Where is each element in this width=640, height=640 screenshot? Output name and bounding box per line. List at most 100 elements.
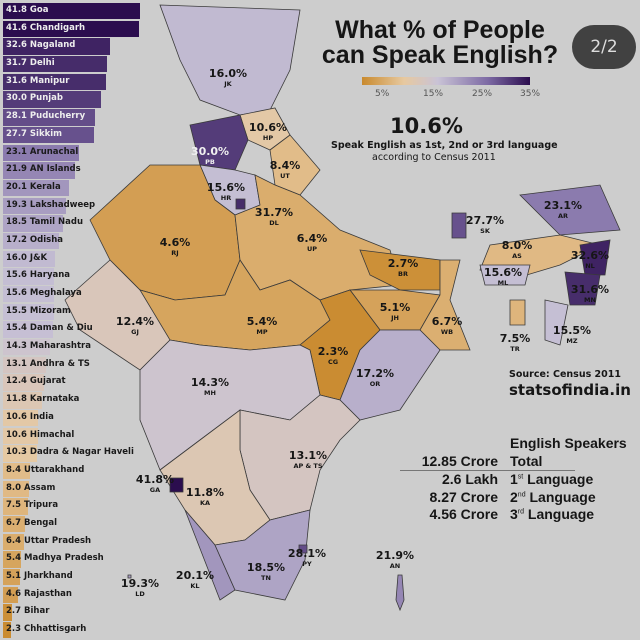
- state-label-ml: 15.6% ML: [484, 267, 522, 289]
- state-value: 41.8%: [135, 473, 175, 486]
- ranking-bar: 32.6 Nagaland: [3, 38, 173, 55]
- state-value: 31.6%: [570, 283, 610, 296]
- state-code: AN: [389, 562, 401, 570]
- state-label-an: 21.9% AN: [376, 550, 414, 572]
- ranking-bar-label: 23.1 Arunachal: [6, 146, 79, 157]
- state-label-mz: 15.5% MZ: [553, 325, 591, 347]
- ranking-bar-fill: [3, 622, 11, 639]
- state-label-rj: 4.6% RJ: [160, 237, 191, 259]
- state-value: 2.3%: [317, 345, 349, 358]
- state-code: AP & TS: [293, 462, 323, 470]
- state-code: BR: [398, 270, 408, 278]
- ranking-bar-label: 4.6 Rajasthan: [6, 588, 72, 599]
- state-value: 8.4%: [269, 159, 301, 172]
- state-code: HP: [262, 134, 274, 142]
- source-text: Source: Census 2011: [509, 369, 621, 380]
- ranking-bar-label: 31.6 Manipur: [6, 75, 70, 86]
- ranking-bar-fill: [3, 3, 140, 20]
- ranking-bar-fill: [3, 356, 46, 374]
- state-label-or: 17.2% OR: [356, 368, 394, 390]
- ranking-bar-fill: [3, 374, 44, 391]
- state-label-gj: 12.4% GJ: [116, 316, 154, 338]
- stats-row: 2.6 Lakh 1st Language: [400, 471, 627, 489]
- state-label-jk: 16.0% JK: [209, 68, 247, 90]
- ranking-bar: 23.1 Arunachal: [3, 144, 173, 161]
- state-label-ar: 23.1% AR: [544, 200, 582, 222]
- ranking-bar: 15.6 Meghalaya: [3, 286, 173, 303]
- state-pb: [189, 114, 249, 171]
- state-code: HR: [220, 194, 232, 202]
- ranking-bar-fill: [3, 533, 24, 551]
- page-title: What % of People can Speak English?: [318, 18, 562, 68]
- ranking-bar-label: 7.5 Tripura: [6, 500, 59, 511]
- ranking-bar: 15.6 Haryana: [3, 268, 173, 285]
- ranking-bar-fill: [3, 197, 67, 214]
- ranking-bar: 20.1 Kerala: [3, 179, 173, 197]
- ranking-bar-label: 13.1 Andhra & TS: [6, 358, 90, 369]
- ranking-bar-label: 16.0 J&K: [6, 252, 48, 263]
- ranking-bar: 11.8 Karnataka: [3, 392, 173, 409]
- state-value: 10.6%: [248, 121, 288, 134]
- ranking-bar: 28.1 Puducherry: [3, 109, 173, 126]
- state-mn: [564, 271, 601, 306]
- stats-amount: 4.56 Crore: [429, 506, 498, 522]
- ranking-bar: 8.4 Uttarakhand: [3, 462, 173, 480]
- stats-label: 1st Language: [510, 471, 594, 487]
- ranking-bar-label: 17.2 Odisha: [6, 234, 64, 245]
- ranking-bar-label: 15.6 Haryana: [6, 270, 71, 281]
- ranking-bar-fill: [3, 73, 107, 91]
- state-value: 5.4%: [246, 315, 278, 328]
- state-value: 6.4%: [296, 232, 328, 245]
- stats-label: 2nd Language: [510, 488, 596, 505]
- state-an: [395, 574, 405, 612]
- legend-tick: 25%: [472, 89, 493, 99]
- state-code: KA: [199, 499, 211, 507]
- state-value: 6.7%: [431, 315, 463, 328]
- ranking-bar-fill: [3, 427, 38, 444]
- state-code: JK: [224, 80, 232, 88]
- stats-amount: 2.6 Lakh: [441, 471, 498, 487]
- ranking-bar-fill: [3, 38, 110, 55]
- ranking-bar-label: 5.4 Madhya Pradesh: [6, 553, 104, 564]
- state-value: 21.9%: [375, 549, 415, 562]
- state-code: LD: [135, 590, 145, 598]
- state-code: WB: [440, 328, 454, 336]
- ranking-bar-fill: [3, 162, 75, 179]
- ranking-bar-fill: [3, 144, 79, 161]
- ranking-bar-label: 5.1 Jharkhand: [6, 571, 73, 581]
- state-code: NL: [585, 262, 595, 270]
- state-code: SK: [480, 227, 490, 235]
- ranking-bar-label: 15.4 Daman & Diu: [6, 323, 93, 334]
- stats-amount: 12.85 Crore: [421, 452, 498, 469]
- state-br: [359, 249, 441, 291]
- stats-header: English Speakers: [510, 435, 627, 451]
- ranking-bar-fill: [3, 215, 64, 232]
- ranking-bar-label: 8.4 Uttarakhand: [6, 464, 85, 475]
- ranking-bar: 41.6 Chandigarh: [3, 20, 173, 38]
- state-dl: [235, 198, 246, 210]
- state-label-as: 8.0% AS: [502, 240, 533, 262]
- ranking-bar: 6.4 Uttar Pradesh: [3, 533, 173, 551]
- stats-row: 12.85 Crore Total: [400, 452, 575, 471]
- state-code: UT: [280, 172, 290, 180]
- ranking-bar: 30.0 Punjab: [3, 91, 173, 108]
- ranking-bar: 27.7 Sikkim: [3, 126, 173, 144]
- state-label-mp: 5.4% MP: [247, 316, 278, 338]
- ranking-bar-label: 10.3 Dadra & Nagar Haveli: [6, 447, 134, 458]
- state-code: MZ: [566, 337, 578, 345]
- state-label-pb: 30.0% PB: [191, 146, 229, 168]
- state-code: GJ: [131, 328, 139, 336]
- ranking-bar-label: 6.7 Bengal: [6, 517, 58, 528]
- state-label-ka: 11.8% KA: [186, 487, 224, 509]
- ranking-bar: 16.0 J&K: [3, 250, 173, 268]
- state-value: 30.0%: [190, 145, 230, 158]
- state-label-wb: 6.7% WB: [432, 316, 463, 338]
- page-indicator[interactable]: 2/2: [572, 25, 636, 69]
- ranking-bar-fill: [3, 339, 50, 356]
- stats-row: 4.56 Crore 3rd Language: [400, 506, 627, 524]
- ranking-bar: 5.4 Madhya Pradesh: [3, 551, 173, 568]
- state-value: 16.0%: [208, 67, 248, 80]
- state-code: DL: [269, 219, 279, 227]
- site-brand: statsofindia.in: [509, 381, 631, 399]
- ranking-bar-label: 8.0 Assam: [6, 482, 56, 493]
